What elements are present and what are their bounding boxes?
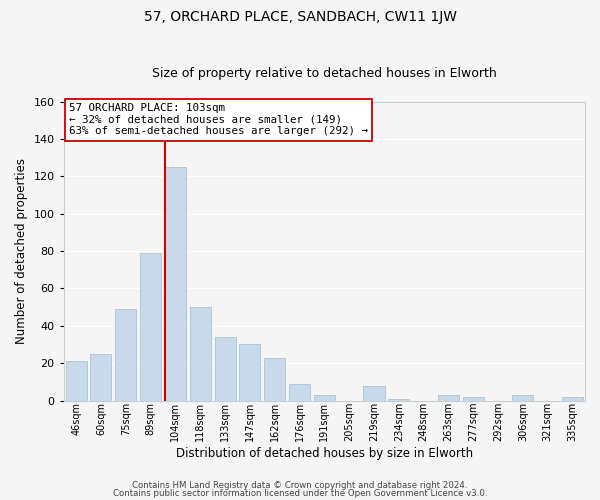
X-axis label: Distribution of detached houses by size in Elworth: Distribution of detached houses by size … [176,447,473,460]
Bar [140,253,161,400]
Bar [512,395,533,400]
Y-axis label: Number of detached properties: Number of detached properties [15,158,28,344]
Bar [314,395,335,400]
Bar [388,398,409,400]
Bar [165,167,186,400]
Text: Contains public sector information licensed under the Open Government Licence v3: Contains public sector information licen… [113,488,487,498]
Text: Contains HM Land Registry data © Crown copyright and database right 2024.: Contains HM Land Registry data © Crown c… [132,481,468,490]
Bar [215,337,236,400]
Text: 57 ORCHARD PLACE: 103sqm
← 32% of detached houses are smaller (149)
63% of semi-: 57 ORCHARD PLACE: 103sqm ← 32% of detach… [69,103,368,136]
Bar [364,386,385,400]
Bar [65,362,86,401]
Bar [190,307,211,400]
Bar [463,397,484,400]
Bar [289,384,310,400]
Bar [115,309,136,400]
Bar [91,354,112,401]
Bar [562,397,583,400]
Title: Size of property relative to detached houses in Elworth: Size of property relative to detached ho… [152,66,497,80]
Bar [438,395,459,400]
Bar [264,358,285,401]
Text: 57, ORCHARD PLACE, SANDBACH, CW11 1JW: 57, ORCHARD PLACE, SANDBACH, CW11 1JW [143,10,457,24]
Bar [239,344,260,401]
